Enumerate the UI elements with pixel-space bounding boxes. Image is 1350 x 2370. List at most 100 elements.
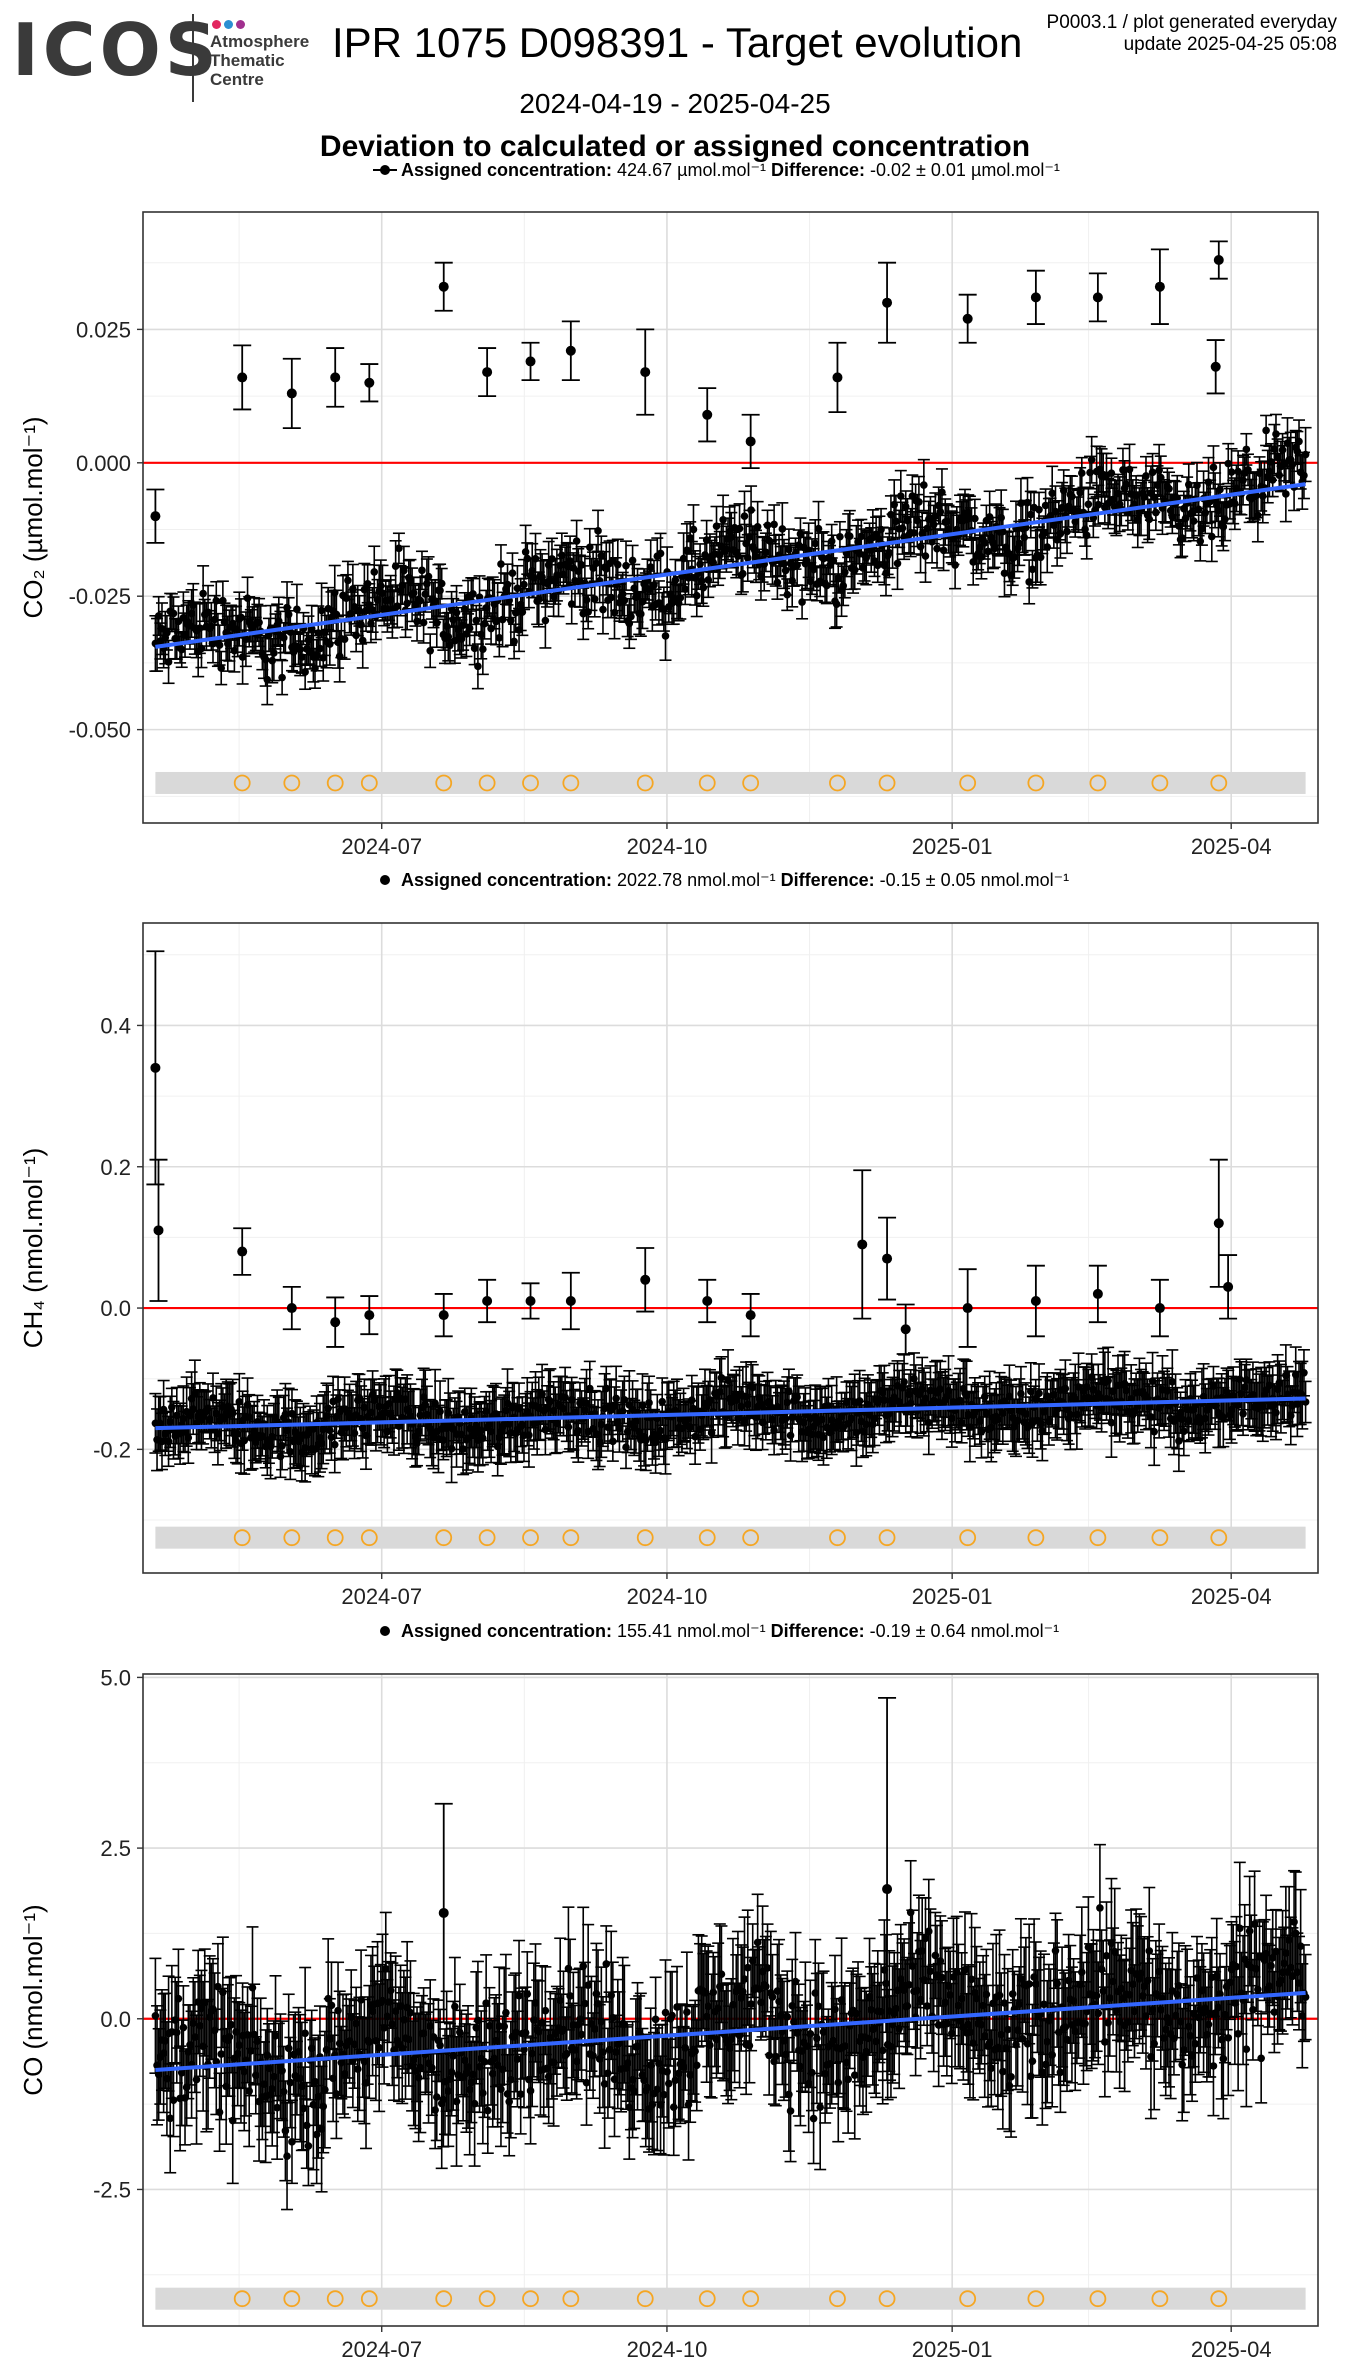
- data-point: [612, 1394, 620, 1403]
- data-point: [781, 1414, 790, 1423]
- data-point: [400, 566, 408, 575]
- icos-logo-wordmark: ICOS: [12, 8, 221, 92]
- data-point: [566, 557, 574, 565]
- data-point: [508, 569, 517, 577]
- data-point: [592, 559, 601, 568]
- outlier-point: [640, 367, 651, 378]
- data-point: [577, 561, 586, 569]
- data-point: [622, 561, 630, 570]
- data-point: [327, 1433, 336, 1442]
- legend-difference-value: -0.02 ± 0.01 µmol.mol⁻¹: [865, 160, 1060, 180]
- data-point: [495, 634, 504, 642]
- date-range: 2024-04-19 - 2025-04-25: [519, 88, 831, 119]
- data-point: [1063, 527, 1071, 536]
- data-point: [936, 508, 945, 516]
- x-tick-label: 2024-07: [341, 834, 422, 859]
- data-point: [745, 533, 754, 541]
- data-point: [437, 579, 446, 588]
- data-point: [330, 1440, 339, 1449]
- data-point: [688, 1396, 696, 1404]
- data-point: [395, 1422, 403, 1430]
- data-point: [656, 1426, 665, 1435]
- data-point: [699, 583, 708, 592]
- data-point: [1301, 450, 1310, 459]
- data-point: [607, 593, 616, 602]
- data-point: [1035, 505, 1043, 514]
- calibration-marker: [522, 774, 539, 792]
- data-point: [370, 568, 379, 576]
- data-point: [620, 596, 629, 605]
- data-point: [564, 1423, 573, 1431]
- chart-title: Deviation to calculated or assigned conc…: [319, 130, 1031, 163]
- data-point: [1295, 437, 1303, 446]
- data-point: [541, 616, 550, 625]
- calibration-marker: [1089, 774, 1107, 792]
- data-point: [1262, 426, 1270, 435]
- data-point: [658, 1397, 667, 1406]
- data-point: [1268, 476, 1277, 484]
- data-point: [268, 656, 277, 665]
- data-point: [1275, 471, 1284, 479]
- data-point: [572, 537, 581, 545]
- data-point: [832, 600, 841, 608]
- data-point: [841, 568, 849, 577]
- data-point: [594, 527, 602, 535]
- outlier-point: [438, 281, 449, 292]
- outlier-point: [1213, 255, 1224, 266]
- data-point: [1208, 532, 1216, 541]
- calibration-marker: [435, 774, 453, 792]
- legend-point-symbol: [380, 165, 390, 175]
- data-point: [255, 618, 263, 627]
- data-point: [275, 617, 283, 625]
- data-point: [199, 589, 207, 598]
- data-point: [164, 658, 173, 666]
- data-point: [316, 644, 324, 653]
- legend-assigned-label: Assigned concentration:: [401, 160, 612, 180]
- data-point: [933, 544, 941, 553]
- data-point: [1196, 537, 1205, 546]
- data-point: [301, 668, 309, 676]
- outlier-point: [482, 367, 493, 378]
- data-point: [656, 549, 665, 558]
- plot-id-text: P0003.1 / plot generated everyday: [1046, 12, 1337, 33]
- data-point: [1282, 490, 1290, 498]
- data-point: [357, 620, 365, 629]
- legend-assigned-value: 424.67 µmol.mol⁻¹: [612, 160, 771, 180]
- data-point: [689, 525, 698, 534]
- data-point: [938, 488, 946, 496]
- y-tick-label: 0.000: [76, 451, 131, 476]
- generation-info: P0003.1 / plot generated everyday update…: [1047, 12, 1337, 56]
- data-point: [770, 520, 778, 529]
- y-tick-label: -0.050: [69, 718, 131, 743]
- calibration-marker: [360, 774, 378, 792]
- data-point: [235, 1398, 244, 1406]
- data-point: [574, 1427, 583, 1435]
- y-tick-label: -0.025: [69, 584, 131, 609]
- data-point: [597, 551, 606, 560]
- panel-2: 2024-07 2024-10 2025-01 2025-040.40.20.0-0.…: [18, 870, 1319, 1609]
- data-point: [503, 580, 512, 589]
- plot-frame: [142, 211, 1319, 824]
- data-point: [740, 512, 749, 521]
- data-point: [261, 655, 270, 664]
- data-point: [697, 577, 706, 585]
- data-point: [778, 525, 787, 533]
- data-point: [263, 675, 272, 684]
- data-point: [1015, 539, 1024, 548]
- data-point: [602, 1384, 611, 1393]
- data-point: [748, 1383, 757, 1392]
- calibration-marker: [233, 774, 251, 792]
- calibration-marker: [283, 774, 301, 792]
- outlier-point: [745, 436, 756, 447]
- data-point: [719, 515, 727, 524]
- data-point: [452, 608, 461, 617]
- x-tick-label: 2025-01: [912, 834, 993, 859]
- outlier-point: [702, 409, 713, 420]
- data-point: [177, 645, 186, 654]
- calibration-marker: [742, 774, 760, 792]
- data-point: [739, 569, 747, 578]
- calibration-marker: [959, 774, 977, 792]
- data-point: [520, 580, 528, 589]
- logo-dot-blue: [224, 20, 233, 29]
- data-point: [613, 560, 622, 569]
